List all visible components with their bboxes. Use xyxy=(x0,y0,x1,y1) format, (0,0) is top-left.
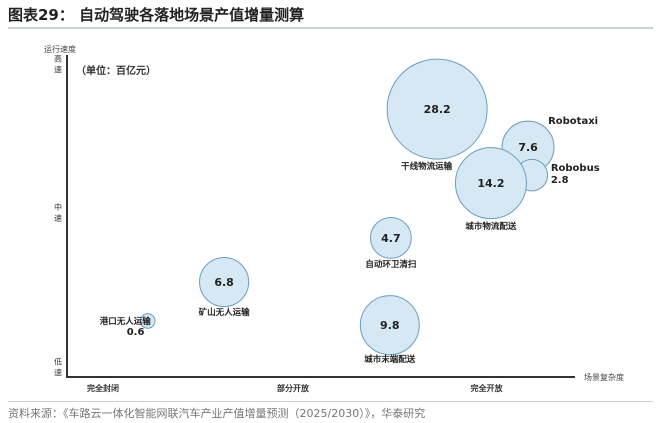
y-tick-label: 速 xyxy=(54,214,62,223)
bubble-value: 2.8 xyxy=(551,175,569,186)
y-tick-label: 速 xyxy=(54,368,62,377)
bubble-label: 矿山无人运输 xyxy=(199,307,251,318)
bubble xyxy=(199,256,250,308)
bubble-value: 0.6 xyxy=(127,327,145,338)
y-tick-label: 中 xyxy=(54,202,62,212)
source-divider xyxy=(8,401,653,402)
bubble-label: Robotaxi xyxy=(548,116,598,127)
bubble-value: 6.8 xyxy=(214,276,234,289)
y-tick-label: 速 xyxy=(54,66,62,75)
bubble-label: 港口无人运输 xyxy=(100,316,152,327)
x-tick-label: 完全封闭 xyxy=(87,383,119,393)
bubble-value: 9.8 xyxy=(380,319,400,332)
figure-title: 图表29： 自动驾驶各落地场景产值增量测算 xyxy=(8,6,305,24)
bubble-label: 城市末端配送 xyxy=(364,354,416,365)
y-axis-label: 运行速度 xyxy=(44,44,76,54)
x-tick-label: 部分开放 xyxy=(277,383,310,393)
bubble xyxy=(139,313,156,329)
bubble-value: 14.2 xyxy=(477,177,504,190)
bubble-value: 4.7 xyxy=(381,232,401,245)
bubble-value: 28.2 xyxy=(424,103,451,116)
bubble-value: 7.6 xyxy=(518,141,538,154)
source-note: 资料来源：《车路云一体化智能网联汽车产业产值增量预测（2025/2030）》，华… xyxy=(8,407,426,420)
bubble xyxy=(386,58,488,160)
bubble-label: 自动环卫清扫 xyxy=(365,259,416,270)
y-tick-label: 低 xyxy=(54,356,62,366)
bubble-label: 城市物流配送 xyxy=(465,221,517,232)
bubble xyxy=(369,216,412,259)
bubble-label: 干线物流运输 xyxy=(401,161,453,172)
x-tick-label: 完全开放 xyxy=(471,383,504,393)
bubble-label: Robobus xyxy=(551,163,600,174)
y-tick-label: 高 xyxy=(54,54,62,64)
unit-note: （单位：百亿元） xyxy=(76,64,156,77)
x-axis-label: 场景复杂度 xyxy=(584,372,624,382)
title-divider xyxy=(8,27,653,29)
bubble xyxy=(454,147,527,220)
bubble xyxy=(359,295,420,356)
